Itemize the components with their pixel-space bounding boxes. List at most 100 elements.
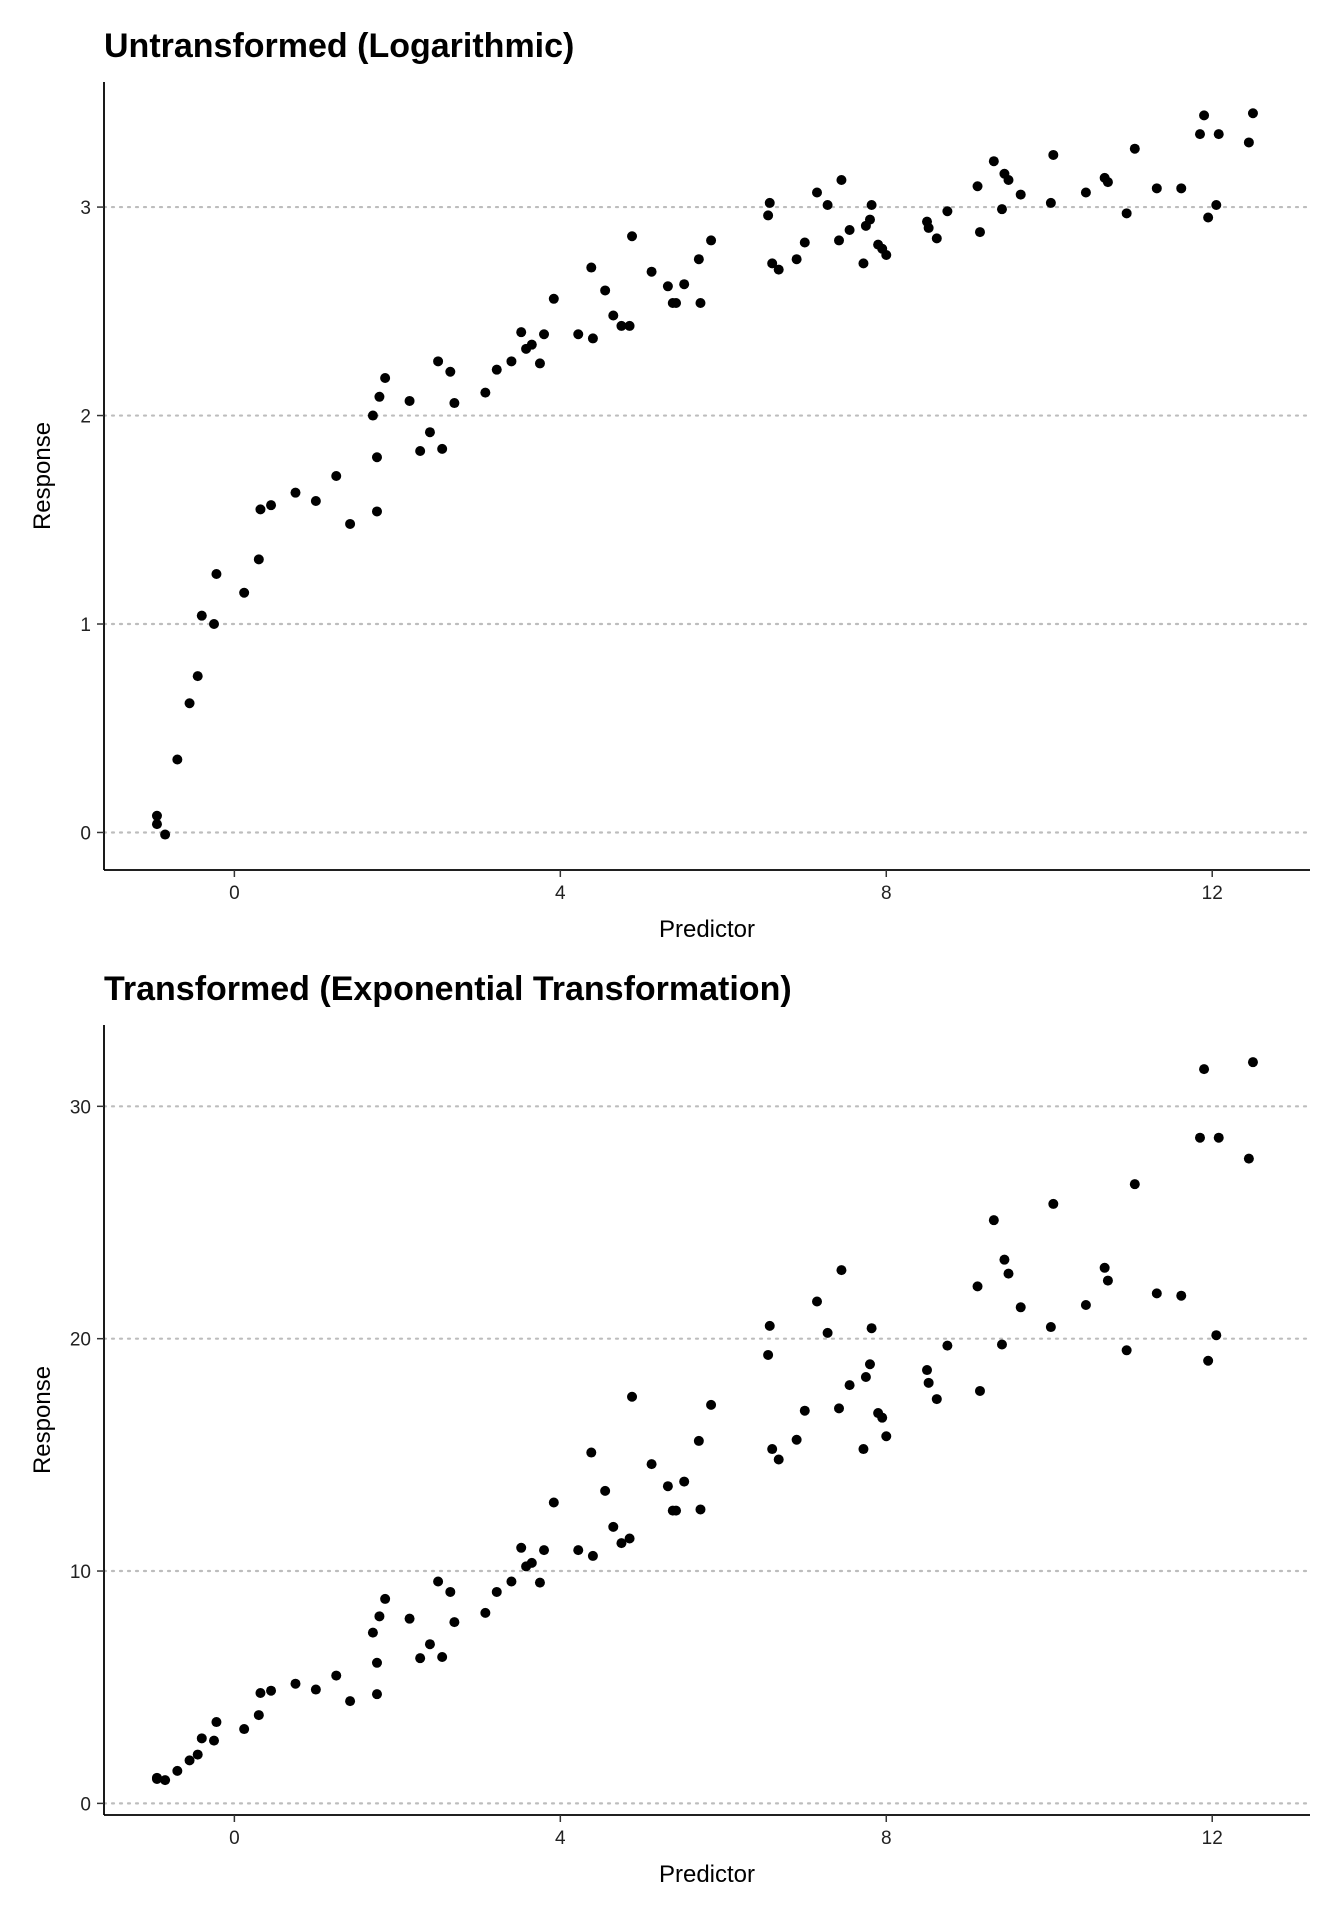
data-point xyxy=(1015,189,1026,200)
data-point xyxy=(942,1340,953,1351)
data-point xyxy=(974,1385,985,1396)
data-point xyxy=(404,395,415,406)
data-point xyxy=(1199,110,1210,121)
data-point xyxy=(616,1538,627,1549)
data-point xyxy=(931,233,942,244)
data-point xyxy=(1151,183,1162,194)
data-point xyxy=(679,1476,690,1487)
y-tick-label: 0 xyxy=(80,1794,91,1815)
data-point xyxy=(449,398,460,409)
data-point xyxy=(923,222,934,233)
data-point xyxy=(331,1670,342,1681)
x-tick-label: 12 xyxy=(1202,883,1223,904)
data-point xyxy=(942,206,953,217)
data-point xyxy=(196,610,207,621)
data-point xyxy=(679,279,690,290)
data-point xyxy=(380,1593,391,1604)
y-tick-label: 1 xyxy=(80,615,91,636)
x-axis-ticks: 0 4 8 12 xyxy=(229,1815,1223,1849)
data-point xyxy=(646,1459,657,1470)
data-point xyxy=(608,1521,619,1532)
data-point xyxy=(600,1485,611,1496)
data-point xyxy=(822,199,833,210)
data-point xyxy=(184,1755,195,1766)
data-point xyxy=(534,358,545,369)
data-point xyxy=(437,443,448,454)
data-point xyxy=(253,554,264,565)
data-point xyxy=(866,1323,877,1334)
data-point xyxy=(767,1444,778,1455)
data-point xyxy=(773,1454,784,1465)
data-point xyxy=(922,1365,933,1376)
y-tick-label: 3 xyxy=(80,198,91,219)
data-point xyxy=(791,1434,802,1445)
data-point xyxy=(586,1447,597,1458)
data-point xyxy=(812,1296,823,1307)
data-point xyxy=(433,356,444,367)
data-point xyxy=(662,1481,673,1492)
data-point xyxy=(151,1773,162,1784)
data-point xyxy=(671,297,682,308)
data-point xyxy=(693,1435,704,1446)
data-point xyxy=(662,281,673,292)
data-point xyxy=(1102,1275,1113,1286)
data-point xyxy=(151,810,162,821)
chart-title: Transformed (Exponential Transformation) xyxy=(104,970,792,1008)
data-point xyxy=(695,1504,706,1515)
data-point xyxy=(573,329,584,340)
data-point xyxy=(1129,1179,1140,1190)
data-point xyxy=(437,1652,448,1662)
data-point xyxy=(331,471,342,481)
y-axis-label: Response xyxy=(29,422,56,530)
data-point xyxy=(380,373,391,384)
data-point xyxy=(491,364,502,375)
data-point xyxy=(239,587,250,598)
data-point xyxy=(627,231,638,242)
x-axis-ticks: 0 4 8 12 xyxy=(229,870,1223,904)
x-tick-label: 0 xyxy=(229,1828,240,1849)
data-point xyxy=(371,1689,382,1700)
data-point xyxy=(988,156,999,167)
data-point xyxy=(255,504,266,515)
data-point xyxy=(573,1545,584,1556)
data-point xyxy=(192,1749,203,1760)
data-point xyxy=(812,187,823,198)
chart-panel-transformed: Transformed (Exponential Transformation)… xyxy=(29,970,1312,1888)
data-point xyxy=(972,181,983,192)
data-point xyxy=(974,227,985,238)
data-point xyxy=(253,1710,264,1721)
data-point xyxy=(1194,1132,1205,1143)
data-point xyxy=(526,339,537,350)
data-point xyxy=(834,1403,845,1414)
gridlines xyxy=(102,205,1312,834)
data-point xyxy=(415,1653,426,1664)
data-point xyxy=(1213,1132,1224,1143)
data-point xyxy=(433,1576,444,1587)
data-point xyxy=(996,204,1007,215)
data-point xyxy=(266,1685,277,1696)
data-point xyxy=(764,1320,775,1331)
data-point xyxy=(1243,1153,1254,1164)
data-point xyxy=(1203,1355,1214,1366)
data-point xyxy=(1247,108,1258,119)
data-point xyxy=(1015,1302,1026,1313)
data-point xyxy=(506,1576,517,1587)
data-point xyxy=(1194,129,1205,140)
data-point xyxy=(988,1215,999,1226)
data-point xyxy=(1151,1288,1162,1299)
data-point xyxy=(706,235,717,246)
data-point xyxy=(516,327,527,338)
data-point xyxy=(367,410,378,421)
data-point xyxy=(858,1444,869,1455)
data-point xyxy=(374,391,385,402)
data-point xyxy=(184,698,195,709)
data-point xyxy=(860,1372,871,1383)
data-point xyxy=(1048,149,1059,160)
data-point xyxy=(445,1586,456,1597)
data-point xyxy=(791,254,802,265)
data-point xyxy=(266,500,277,511)
data-point xyxy=(706,1399,717,1410)
data-point xyxy=(424,427,435,438)
data-point xyxy=(844,225,855,236)
data-point xyxy=(310,496,321,507)
